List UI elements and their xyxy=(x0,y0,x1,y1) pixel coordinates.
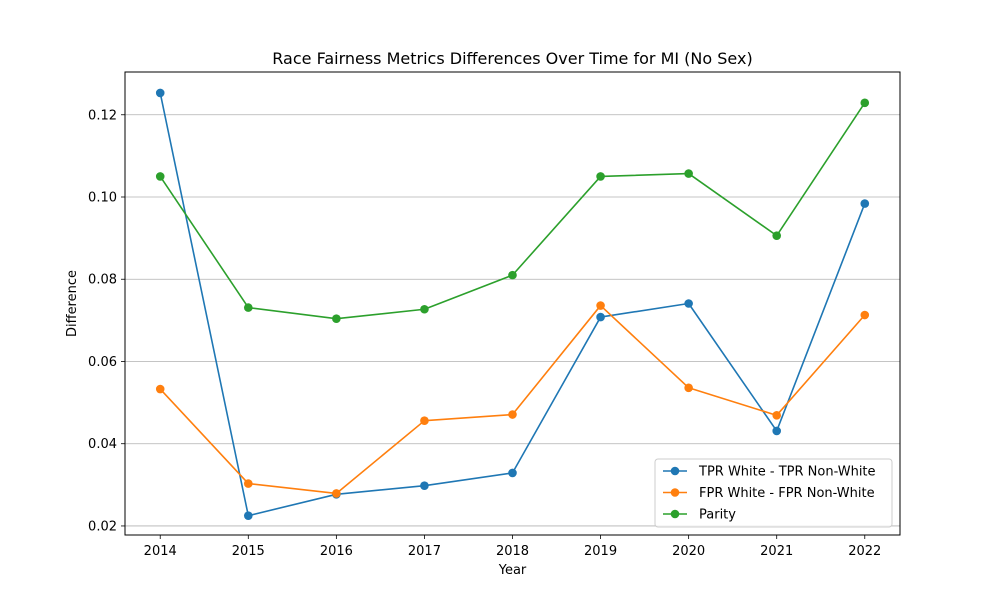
data-point xyxy=(596,312,605,322)
data-point xyxy=(508,270,517,280)
legend-marker xyxy=(670,509,680,519)
data-point xyxy=(332,489,341,498)
data-point xyxy=(332,314,341,324)
y-axis-label: Difference xyxy=(65,270,80,337)
y-tick-label: 0.02 xyxy=(88,519,117,534)
legend: TPR White - TPR Non-White FPR White - FPR… xyxy=(654,458,893,528)
data-point xyxy=(772,411,782,420)
data-point xyxy=(684,169,693,178)
x-tick-label: 2014 xyxy=(144,544,177,559)
data-point xyxy=(772,426,782,436)
data-point xyxy=(596,301,605,310)
series-line-2 xyxy=(159,102,866,320)
x-tick-label: 2017 xyxy=(408,544,441,559)
y-tick-label: 0.06 xyxy=(88,355,117,370)
data-point xyxy=(155,88,165,98)
x-axis-label: Year xyxy=(498,563,527,578)
y-tick-label: 0.10 xyxy=(88,191,117,206)
chart-title: Race Fairness Metrics Differences Over T… xyxy=(272,49,752,68)
data-point xyxy=(684,299,693,308)
data-point xyxy=(508,410,517,419)
x-tick-label: 2016 xyxy=(320,544,353,559)
y-tick-label: 0.04 xyxy=(88,437,117,452)
data-point xyxy=(860,310,870,320)
data-point xyxy=(155,172,165,181)
data-point xyxy=(684,383,693,393)
data-point xyxy=(243,303,253,312)
data-point xyxy=(420,481,429,490)
y-axis-ticks: 0.02 0.04 0.06 0.08 0.10 0.12 xyxy=(88,108,125,534)
legend-label: TPR White - TPR Non-White xyxy=(698,465,876,480)
data-point xyxy=(508,468,517,478)
data-point xyxy=(860,199,870,208)
data-point xyxy=(772,231,782,240)
x-tick-label: 2021 xyxy=(760,544,793,559)
series-line-0 xyxy=(159,92,866,517)
data-point xyxy=(420,416,429,425)
data-point xyxy=(596,172,605,181)
x-tick-label: 2018 xyxy=(496,544,529,559)
data-point xyxy=(155,384,165,394)
legend-label: FPR White - FPR Non-White xyxy=(699,486,875,501)
data-point xyxy=(420,304,429,314)
legend-marker xyxy=(670,466,680,476)
y-tick-label: 0.08 xyxy=(88,273,117,288)
x-tick-label: 2015 xyxy=(232,544,265,559)
x-tick-label: 2020 xyxy=(672,544,705,559)
series-layer xyxy=(155,88,870,520)
data-point xyxy=(243,479,253,488)
y-tick-label: 0.12 xyxy=(88,108,117,123)
x-axis-ticks: 2014 2015 2016 2017 2018 2019 2020 2021 2022 xyxy=(144,535,881,559)
data-point xyxy=(860,98,870,108)
x-tick-label: 2019 xyxy=(584,544,617,559)
x-tick-label: 2022 xyxy=(848,544,881,559)
data-point xyxy=(243,511,253,520)
legend-marker xyxy=(670,488,680,497)
legend-label: Parity xyxy=(699,508,736,523)
legend-box xyxy=(654,458,893,528)
